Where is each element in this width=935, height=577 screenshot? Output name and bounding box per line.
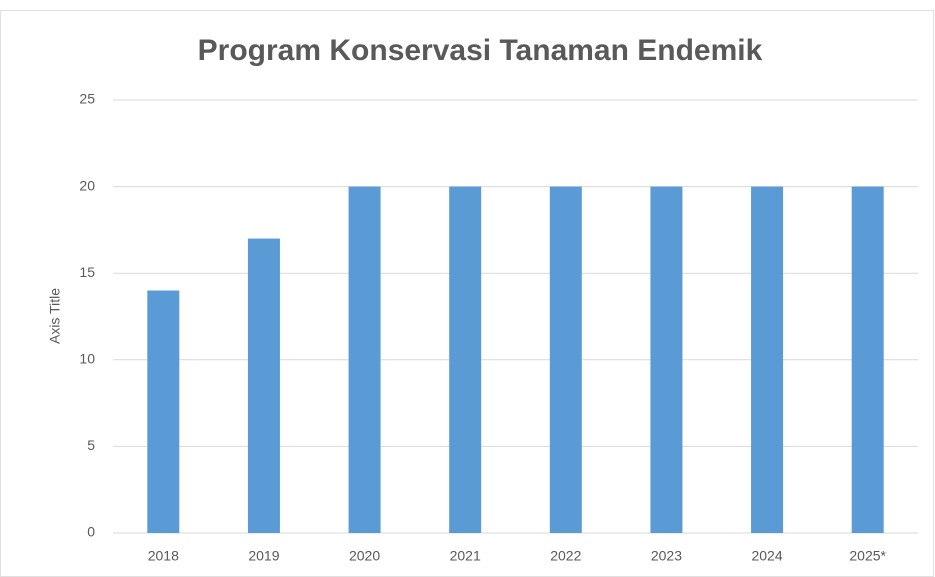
- y-tick-label: 5: [87, 437, 95, 453]
- bar: [348, 186, 381, 533]
- x-tick-label: 2020: [349, 548, 380, 564]
- chart-title: Program Konservasi Tanaman Endemik: [198, 34, 763, 67]
- bar: [851, 186, 884, 533]
- bar: [247, 238, 280, 533]
- y-tick-label: 10: [79, 351, 95, 367]
- x-tick-label: 2018: [148, 548, 179, 564]
- bar: [449, 186, 482, 533]
- y-tick-label: 20: [79, 177, 95, 193]
- bar: [147, 290, 180, 533]
- y-axis-title: Axis Title: [47, 288, 63, 344]
- y-tick-label: 15: [79, 264, 95, 280]
- y-tick-label: 0: [87, 524, 95, 540]
- bar: [650, 186, 683, 533]
- bar: [751, 186, 784, 533]
- x-tick-label: 2025*: [849, 548, 886, 564]
- x-tick-label: 2021: [450, 548, 481, 564]
- x-tick-label: 2022: [550, 548, 581, 564]
- bar: [549, 186, 582, 533]
- x-tick-label: 2023: [651, 548, 682, 564]
- x-tick-label: 2019: [248, 548, 279, 564]
- y-tick-label: 25: [79, 91, 95, 107]
- x-tick-label: 2024: [751, 548, 782, 564]
